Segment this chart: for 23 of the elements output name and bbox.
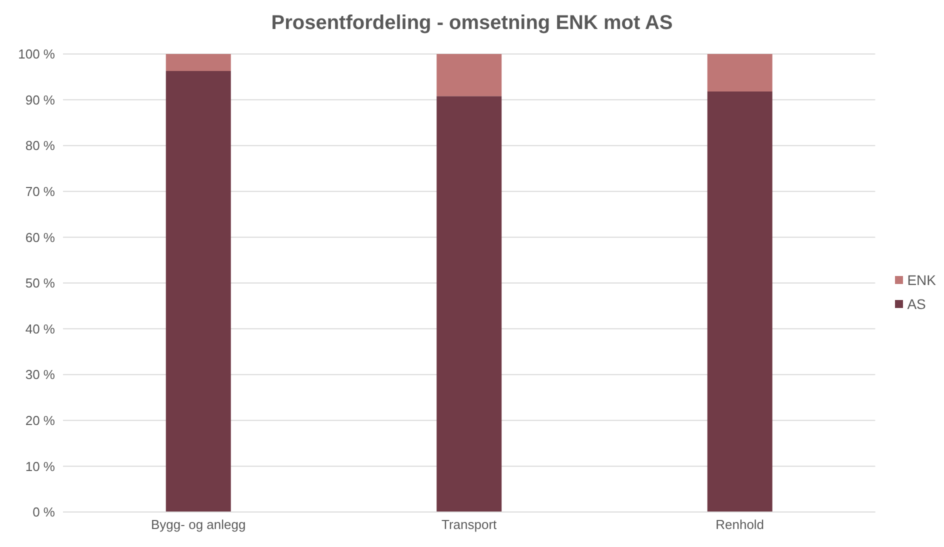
legend-label: ENK: [907, 272, 936, 288]
x-tick-label: Bygg- og anlegg: [151, 517, 246, 532]
y-tick-label: 100 %: [18, 46, 56, 62]
y-tick-label: 60 %: [25, 230, 56, 245]
y-tick-label: 0 %: [32, 504, 56, 520]
x-tick-label: Transport: [442, 517, 498, 532]
y-tick-label: 20 %: [25, 413, 56, 428]
y-tick-label: 70 %: [25, 184, 56, 200]
bar: [436, 54, 502, 96]
bar: [436, 96, 502, 512]
chart-title: Prosentfordeling - omsetning ENK mot AS: [270, 11, 674, 36]
x-tick-label: Renhold: [716, 517, 764, 532]
bar: [707, 92, 772, 512]
y-tick-label: 80 %: [25, 138, 56, 154]
y-tick-label: 50 %: [25, 276, 56, 291]
y-tick-label: 10 %: [25, 458, 56, 474]
bar: [166, 54, 231, 71]
y-tick-label: 90 %: [25, 92, 56, 108]
bar: [707, 54, 772, 92]
bar: [166, 70, 231, 512]
y-tick-label: 40 %: [25, 321, 56, 336]
legend-label: AS: [907, 296, 926, 312]
y-tick-label: 30 %: [25, 367, 56, 382]
